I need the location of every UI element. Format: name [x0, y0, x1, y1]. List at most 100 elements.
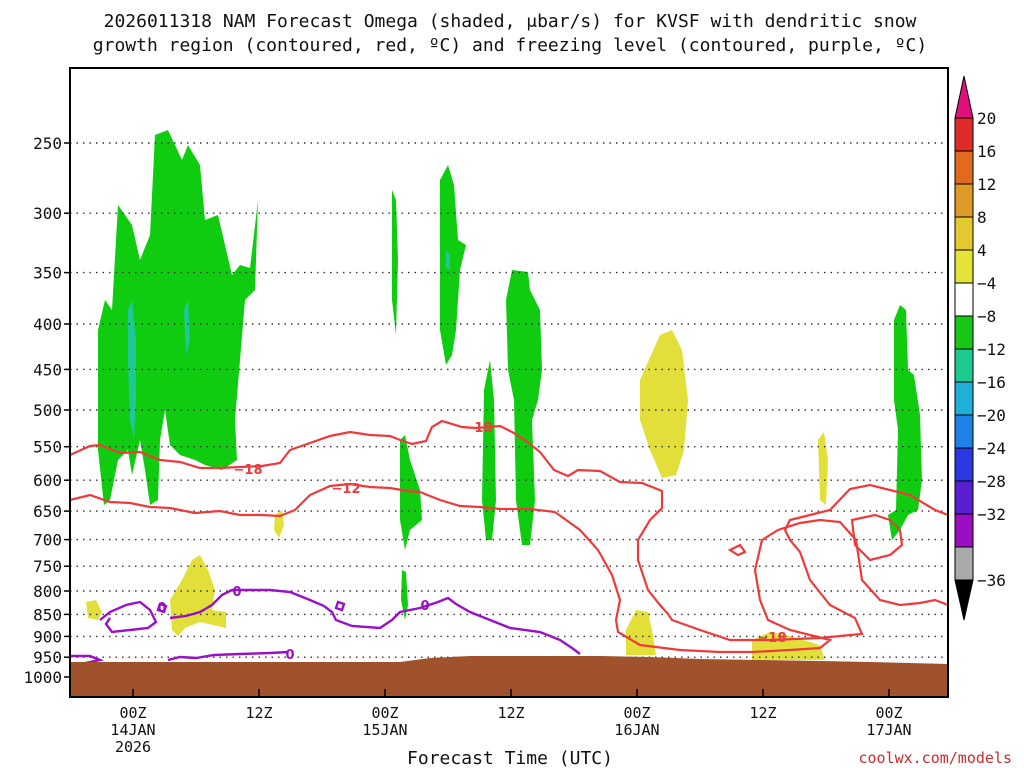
omega-region-downward-4: [274, 510, 284, 538]
omega-region-upward-5: [506, 270, 542, 545]
x-tick-label: 00Z: [119, 704, 146, 722]
chart-title-line2: growth region (contoured, red, ºC) and f…: [93, 35, 927, 56]
plot-frame: [69, 67, 949, 698]
colorbar-level-label: 8: [977, 208, 987, 227]
omega-region-upward-2: [392, 190, 398, 335]
omega-region-downward-6: [626, 610, 656, 655]
colorbar-level-label: 12: [977, 175, 996, 194]
dgz-contours: [69, 419, 949, 654]
y-tick-label: 1000: [23, 668, 62, 687]
freezing-contours: [70, 588, 581, 666]
dgz-contour-minus12: [69, 482, 949, 654]
x-tick-label: 00Z: [875, 704, 902, 722]
colorbar-cell: [954, 513, 974, 548]
dgz-contour-minus18: [69, 419, 949, 642]
freezing-contour-0-small: [334, 600, 346, 612]
y-tick-label: 300: [33, 204, 62, 223]
y-tick-label: 450: [33, 360, 62, 379]
y-tick-label: 400: [33, 315, 62, 334]
freezing-label-0-b: 0: [420, 599, 429, 614]
colorbar-cell: [954, 150, 974, 185]
colorbar-level-label: 20: [977, 109, 996, 128]
colorbar-cell: [954, 546, 974, 581]
colorbar-bottom-arrow: [954, 579, 974, 621]
y-tick-label: 800: [33, 582, 62, 601]
colorbar-level-label: −32: [977, 505, 1006, 524]
freezing-label-0-d: 0: [157, 601, 166, 616]
colorbar-cell: [954, 216, 974, 251]
freezing-label-0-a: 0: [232, 585, 241, 600]
omega-region-upward-1-core2: [184, 300, 190, 355]
omega-region-upward-2b: [400, 435, 422, 550]
y-tick-label: 550: [33, 438, 62, 457]
colorbar-level-label: 4: [977, 241, 987, 260]
omega-region-downward-5: [818, 432, 828, 505]
colorbar-cell: [954, 282, 974, 317]
omega-shading: [86, 130, 922, 660]
omega-region-upward-3: [440, 165, 466, 365]
colorbar-cell: [954, 480, 974, 515]
dgz-contour-small-loop: [727, 543, 747, 557]
x-tick-label: 12Z: [245, 704, 272, 722]
colorbar-level-label: 16: [977, 142, 996, 161]
dgz-contour-right-loop: [850, 513, 904, 562]
dgz-label-minus18-b: −18: [464, 421, 493, 436]
x-tick-label: 15JAN: [362, 721, 407, 739]
x-tick-label: 14JAN: [110, 721, 155, 739]
colorbar-top-arrow: [954, 75, 974, 119]
contour-labels: −18 −12 −18 −18 0 0 0 0: [157, 421, 786, 663]
colorbar-cell: [954, 381, 974, 416]
y-tick-label: 950: [33, 648, 62, 667]
dgz-label-minus18-a: −18: [234, 463, 263, 478]
omega-region-downward-2: [170, 555, 226, 636]
y-tick-label: 650: [33, 502, 62, 521]
x-tick-label: 16JAN: [614, 721, 659, 739]
y-tick-label: 350: [33, 264, 62, 283]
colorbar-cell: [954, 249, 974, 284]
x-axis-title: Forecast Time (UTC): [407, 748, 613, 768]
y-tick-label: 900: [33, 627, 62, 646]
colorbar-level-label: −4: [977, 274, 996, 293]
dgz-label-minus18-c: −18: [758, 631, 787, 646]
omega-region-upward-1-core: [128, 300, 136, 440]
omega-region-upward-6: [888, 305, 922, 540]
colorbar-level-label: −28: [977, 472, 1006, 491]
x-tick-label: 00Z: [623, 704, 650, 722]
omega-region-downward-3: [86, 600, 102, 620]
colorbar-cell: [954, 348, 974, 383]
y-axis: 250 300 350 400 450 500 550 600 650 700 750 800 850 9…: [23, 134, 70, 687]
colorbar-cell: [954, 117, 974, 152]
x-tick-label: 17JAN: [866, 721, 911, 739]
colorbar-level-label: −20: [977, 406, 1006, 425]
colorbar-cell: [954, 315, 974, 350]
colorbar-level-label: −36: [977, 571, 1006, 590]
omega-region-upward-1: [98, 130, 258, 505]
omega-region-downward-1: [640, 330, 688, 478]
omega-region-upward-3-core: [446, 250, 450, 270]
freezing-contour-0-tiny: [156, 602, 168, 614]
y-tick-label: 600: [33, 471, 62, 490]
x-tick-label: 12Z: [497, 704, 524, 722]
omega-region-upward-4: [482, 360, 496, 540]
dgz-label-minus12: −12: [332, 482, 361, 497]
colorbar-level-label: −12: [977, 340, 1006, 359]
colorbar: 20 16 12 8 4 −4 −8 −12 −16 −20 −24 −28 −32 −36: [954, 75, 1006, 621]
colorbar-level-label: −8: [977, 307, 996, 326]
y-tick-label: 250: [33, 134, 62, 153]
chart-title-line1: 2026011318 NAM Forecast Omega (shaded, μ…: [104, 11, 917, 32]
terrain-ground: [70, 656, 948, 697]
colorbar-cell: [954, 183, 974, 218]
freezing-contour-0-main: [99, 588, 581, 655]
y-tick-label: 750: [33, 557, 62, 576]
x-tick-label: 12Z: [749, 704, 776, 722]
omega-region-upward-2c: [401, 570, 408, 620]
y-tick-label: 700: [33, 531, 62, 550]
colorbar-level-label: −16: [977, 373, 1006, 392]
y-tick-label: 500: [33, 401, 62, 420]
colorbar-level-label: −24: [977, 439, 1006, 458]
x-tick-label: 00Z: [371, 704, 398, 722]
freezing-label-0-c: 0: [285, 648, 294, 663]
credit-link[interactable]: coolwx.com/models: [858, 749, 1012, 767]
